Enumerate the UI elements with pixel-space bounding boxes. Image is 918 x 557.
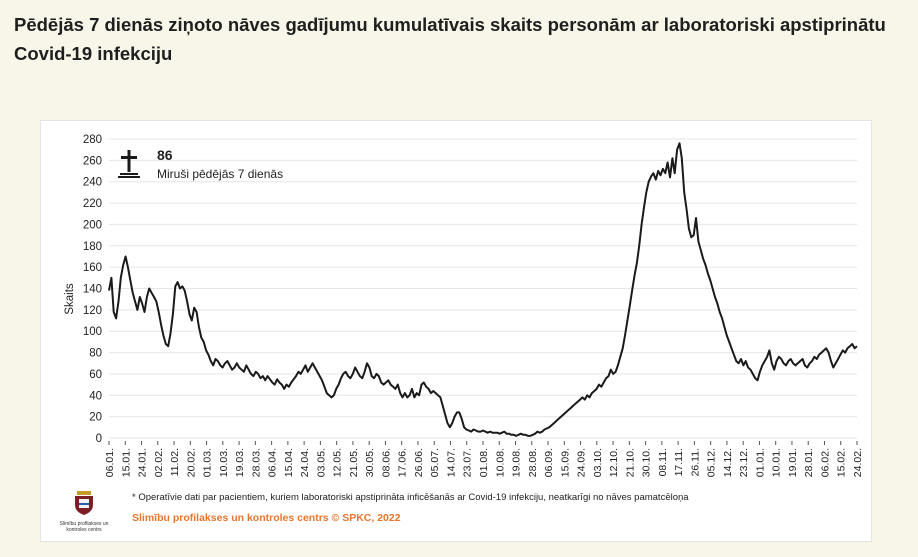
deaths-last-7-days-value: 86 — [157, 147, 173, 163]
x-tick-label: 11.02. — [169, 448, 181, 476]
x-tick-label: 06.01. — [104, 448, 116, 477]
x-tick-label: 17.11. — [673, 448, 685, 476]
x-tick-label: 12.10. — [608, 448, 620, 477]
x-tick-label: 15.09. — [559, 448, 571, 477]
x-tick-label: 28.01. — [803, 448, 815, 477]
x-tick-label: 10.08. — [494, 448, 506, 477]
x-tick-label: 21.05. — [348, 448, 360, 477]
y-axis-title: Skaits — [64, 283, 76, 315]
y-tick-label: 60 — [89, 369, 102, 381]
y-axis-ticks: 0 20 40 60 80 100 120 140 160 180 200 220 240 260 280 — [83, 134, 102, 445]
x-tick-label: 19.01. — [787, 448, 799, 477]
page-title: Pēdējās 7 dienās ziņoto nāves gadījumu k… — [14, 14, 886, 64]
x-tick-label: 19.03. — [234, 448, 246, 477]
series-line-deaths — [108, 142, 858, 437]
x-tick-label: 15.02. — [836, 448, 848, 477]
x-tick-label: 01.08. — [478, 448, 490, 477]
x-tick-label: 03.05. — [315, 448, 327, 477]
x-tick-label: 26.11. — [689, 448, 701, 476]
y-tick-label: 80 — [89, 348, 102, 360]
y-tick-label: 220 — [83, 198, 102, 210]
x-tick-label: 24.01. — [137, 448, 149, 477]
y-tick-label: 160 — [83, 262, 102, 274]
y-tick-label: 240 — [83, 177, 102, 189]
spkc-logo-icon — [75, 491, 93, 515]
x-tick-label: 08.06. — [380, 448, 392, 477]
x-tick-label: 30.05. — [364, 448, 376, 477]
x-tick-label: 28.08. — [527, 448, 539, 477]
x-tick-label: 24.02. — [852, 448, 864, 477]
x-tick-label: 26.06. — [413, 448, 425, 477]
x-tick-label: 14.07. — [445, 448, 457, 477]
x-tick-label: 17.06. — [397, 448, 409, 477]
x-tick-label: 24.09. — [576, 448, 588, 477]
x-tick-label: 24.04. — [299, 448, 311, 477]
x-tick-label: 10.01. — [771, 448, 783, 477]
x-tick-label: 03.10. — [592, 448, 604, 477]
x-tick-label: 14.12. — [722, 448, 734, 477]
x-axis-ticks: 06.01. 15.01. 24.01. 02.02. 11.02. 20.02. 01.0… — [104, 441, 864, 477]
x-tick-label: 21.10. — [624, 448, 636, 477]
x-tick-label: 06.02. — [819, 448, 831, 477]
x-tick-label: 23.07. — [462, 448, 474, 477]
cross-icon — [118, 150, 140, 178]
y-tick-label: 260 — [83, 155, 102, 167]
x-tick-label: 05.12. — [706, 448, 718, 477]
x-tick-label: 23.12. — [738, 448, 750, 477]
logo-caption: Slimību profilakses un kontroles centrs — [59, 521, 109, 533]
x-tick-label: 02.02. — [153, 448, 165, 477]
x-tick-label: 20.02. — [185, 448, 197, 477]
y-tick-label: 180 — [83, 241, 102, 253]
y-tick-label: 200 — [83, 219, 102, 231]
y-tick-label: 100 — [83, 326, 102, 338]
copyright-link[interactable]: Slimību profilakses un kontroles centrs … — [132, 512, 401, 524]
line-chart: 020406080100120140160180200220240260280 … — [64, 134, 864, 477]
x-tick-label: 10.03. — [218, 448, 230, 477]
x-tick-label: 19.08. — [511, 448, 523, 477]
x-tick-label: 06.04. — [267, 448, 279, 477]
deaths-last-7-days-label: Miruši pēdējās 7 dienās — [157, 167, 284, 181]
grid-lines — [109, 138, 857, 439]
x-tick-label: 06.09. — [543, 448, 555, 477]
footnote: * Operatīvie dati par pacientiem, kuriem… — [132, 492, 689, 503]
x-tick-label: 05.07. — [429, 448, 441, 477]
spkc-logo: Slimību profilakses un kontroles centrs — [59, 491, 109, 533]
y-tick-label: 0 — [96, 433, 102, 445]
x-tick-label: 30.10. — [641, 448, 653, 477]
x-tick-label: 15.04. — [283, 448, 295, 477]
x-tick-label: 08.11. — [657, 448, 669, 476]
x-tick-label: 12.05. — [332, 448, 344, 477]
y-tick-label: 140 — [83, 284, 102, 296]
x-tick-label: 01.01. — [754, 448, 766, 477]
x-tick-label: 01.03. — [202, 448, 214, 477]
y-tick-label: 20 — [89, 412, 102, 424]
y-tick-label: 40 — [89, 390, 102, 402]
x-tick-label: 15.01. — [120, 448, 132, 477]
y-tick-label: 280 — [83, 134, 102, 146]
x-tick-label: 28.03. — [250, 448, 262, 477]
y-tick-label: 120 — [83, 305, 102, 317]
chart-card: 0 20 40 60 80 100 120 140 160 180 200 220 240 260 280 … — [40, 120, 872, 542]
